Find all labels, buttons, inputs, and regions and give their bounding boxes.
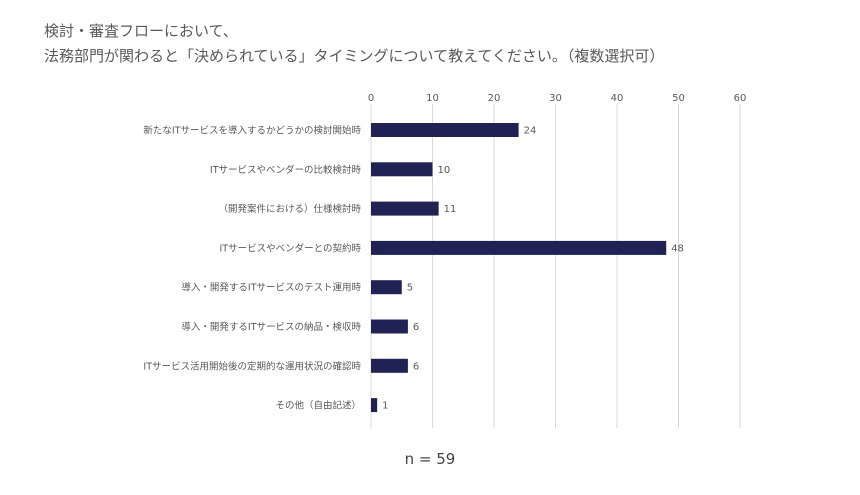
category-label: ITサービスやベンダーの比較検討時	[210, 164, 362, 176]
data-label: 11	[444, 204, 457, 215]
data-label: 24	[524, 126, 537, 137]
bar	[371, 398, 378, 413]
bar	[371, 280, 402, 295]
x-tick-label: 50	[672, 93, 685, 104]
category-label: ITサービスやベンダーとの契約時	[219, 242, 361, 254]
chart-title-line-1: 検討・審査フローにおいて、	[44, 22, 238, 40]
bar	[371, 201, 439, 216]
category-label: （開発案件における）仕様検討時	[218, 203, 361, 215]
bar	[371, 358, 408, 373]
category-label: ITサービス活用開始後の定期的な運用状況の確認時	[143, 360, 361, 372]
bar	[371, 123, 519, 137]
x-tick-label: 10	[426, 93, 439, 104]
sample-size-note: n = 59	[404, 450, 456, 468]
x-tick-label: 20	[488, 93, 501, 104]
category-label: その他（自由記述）	[275, 400, 361, 412]
data-label: 10	[438, 165, 451, 176]
data-label: 5	[407, 283, 413, 294]
category-label: 導入・開発するITサービスの納品・検収時	[181, 321, 361, 333]
x-tick-label: 60	[734, 93, 747, 104]
x-tick-label: 40	[611, 93, 624, 104]
category-label: 新たなITサービスを導入するかどうかの検討開始時	[143, 125, 361, 137]
bar	[371, 162, 433, 177]
chart-title-line-2: 法務部門が関わると「決められている」タイミングについて教えてください。（複数選択…	[44, 47, 665, 65]
x-tick-label: 0	[368, 93, 374, 104]
data-label: 6	[413, 361, 419, 372]
data-label: 6	[413, 322, 419, 333]
x-tick-label: 30	[549, 93, 562, 104]
data-label: 48	[671, 243, 684, 254]
bar	[371, 319, 408, 334]
bar	[371, 240, 667, 255]
category-label: 導入・開発するITサービスのテスト運用時	[181, 282, 361, 294]
data-label: 1	[382, 401, 388, 412]
